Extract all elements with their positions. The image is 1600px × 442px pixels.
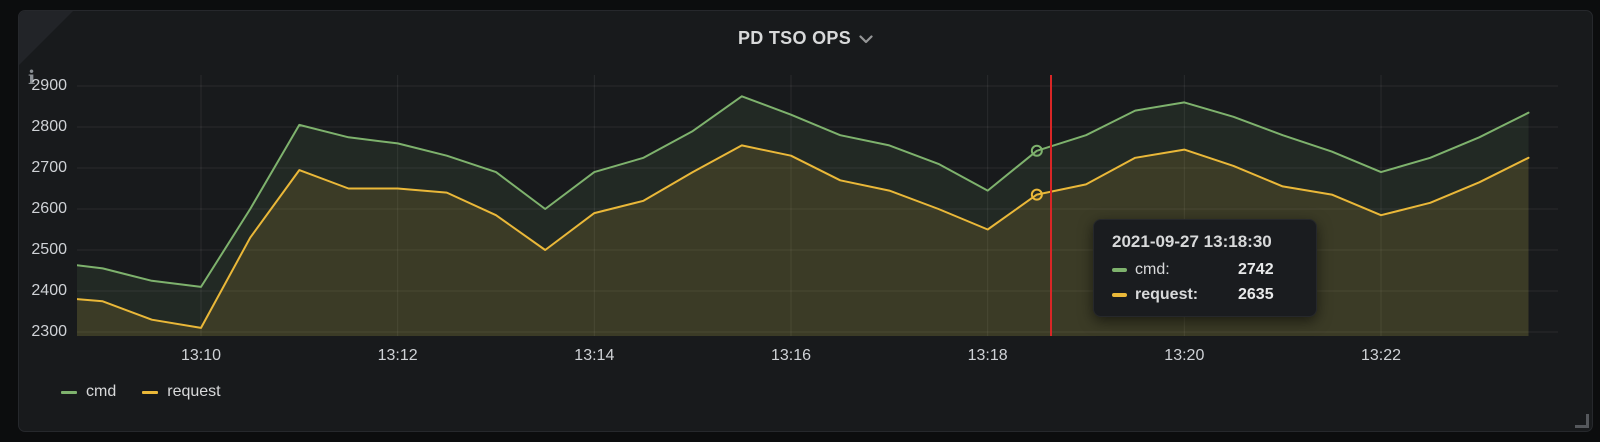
x-axis-label: 13:22 (1360, 347, 1402, 364)
y-axis-label: 2900 (31, 77, 67, 94)
request-series-dash-icon (1112, 293, 1127, 297)
legend: cmd request (61, 383, 221, 401)
y-axis-label: 2500 (31, 241, 67, 258)
chevron-down-icon (859, 35, 873, 44)
tooltip-label-cmd: cmd: (1135, 261, 1170, 278)
tooltip-row-cmd: cmd: 2742 (1112, 261, 1302, 279)
cmd-series-dash-icon (1112, 268, 1127, 272)
panel-resize-handle[interactable] (1575, 414, 1589, 428)
hover-tooltip: 2021-09-27 13:18:30 cmd: 2742 request: 2… (1093, 219, 1317, 317)
panel-info-corner[interactable]: i (19, 11, 73, 89)
series-request-line (77, 144, 1530, 329)
chart-canvas[interactable] (19, 11, 1592, 431)
x-axis-label: 13:12 (377, 347, 418, 364)
legend-label-cmd: cmd (86, 383, 117, 400)
highlight-point-request (1030, 188, 1043, 201)
request-series-dash-icon (142, 390, 159, 394)
tooltip-label-request: request: (1135, 286, 1199, 303)
legend-label-request: request (167, 383, 221, 400)
info-icon: i (28, 67, 36, 89)
y-axis-label: 2800 (31, 118, 67, 135)
tooltip-value-cmd: 2742 (1238, 261, 1274, 278)
grafana-panel: i PD TSO OPS 2900 2800 2700 2600 2500 2400 230… (18, 10, 1593, 432)
legend-item-cmd[interactable]: cmd (61, 383, 116, 401)
panel-title-menu[interactable]: PD TSO OPS (19, 11, 1592, 65)
legend-item-request[interactable]: request (142, 383, 221, 401)
x-axis-label: 13:20 (1164, 347, 1205, 364)
x-axis-label: 13:10 (180, 347, 222, 364)
tooltip-timestamp: 2021-09-27 13:18:30 (1112, 232, 1272, 251)
x-axis-label: 13:16 (770, 347, 812, 364)
y-axis-label: 2700 (31, 159, 67, 176)
highlight-point-cmd (1030, 144, 1043, 157)
x-axis-label: 13:18 (967, 347, 1008, 364)
panel-title: PD TSO OPS (737, 27, 852, 48)
cmd-series-dash-icon (61, 390, 77, 394)
series-cmd-line (77, 95, 1530, 288)
y-axis-label: 2400 (31, 282, 67, 299)
y-axis-label: 2600 (31, 200, 67, 217)
y-axis-label: 2300 (31, 323, 67, 340)
x-axis-label: 13:14 (574, 347, 615, 364)
tooltip-row-request: request: 2635 (1112, 286, 1302, 304)
tooltip-value-request: 2635 (1238, 286, 1274, 303)
